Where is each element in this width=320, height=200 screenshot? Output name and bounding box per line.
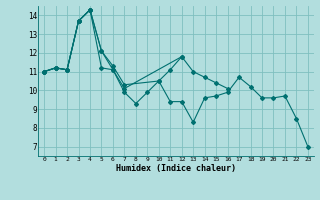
X-axis label: Humidex (Indice chaleur): Humidex (Indice chaleur) [116,164,236,173]
